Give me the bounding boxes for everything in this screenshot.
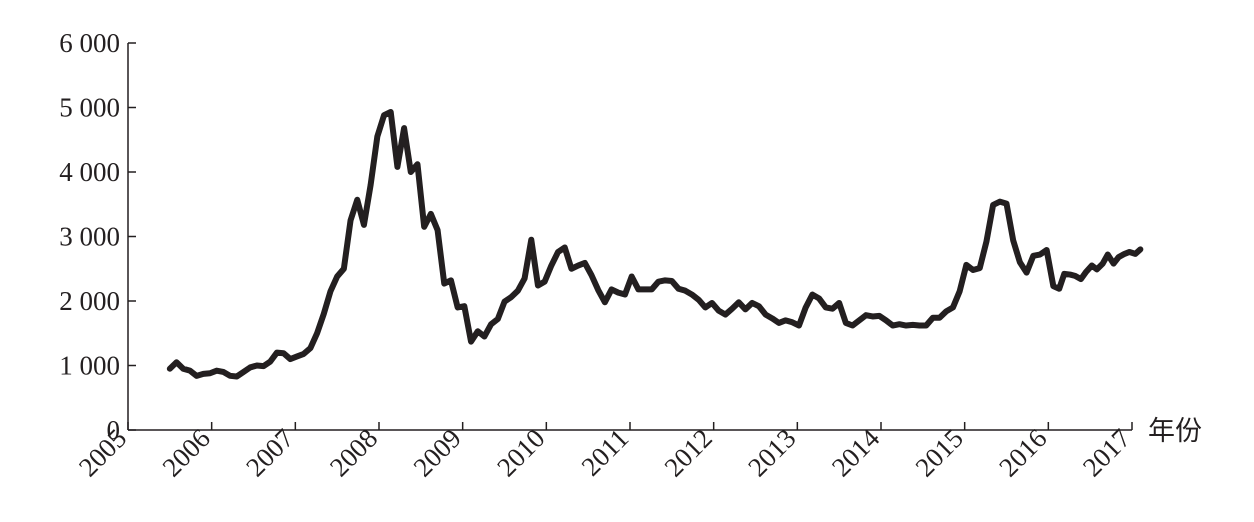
x-tick-label: 2012 [659,423,718,482]
y-tick-label: 2 000 [59,286,120,316]
y-tick-label: 4 000 [59,157,120,187]
x-tick-label: 2017 [1077,423,1136,482]
x-tick-label: 2007 [240,423,299,482]
y-tick-label: 6 000 [59,28,120,58]
y-tick-label: 1 000 [59,351,120,381]
x-tick-label: 2005 [73,423,132,482]
x-tick-label: 2013 [742,423,801,482]
x-tick-label: 2015 [910,423,969,482]
x-axis-label: 年份 [1148,416,1202,446]
x-tick-label: 2011 [576,423,635,482]
y-tick-label: 0 [107,415,121,445]
x-tick-label: 2006 [157,423,216,482]
line [166,109,1144,380]
y-tick-label: 5 000 [59,93,120,123]
x-tick-label: 2008 [324,423,383,482]
x-tick-label: 2010 [491,423,550,482]
y-tick-label: 3 000 [59,222,120,252]
x-tick-label: 2014 [826,423,886,483]
x-tick-label: 2016 [993,423,1052,482]
x-tick-label: 2009 [408,423,467,482]
